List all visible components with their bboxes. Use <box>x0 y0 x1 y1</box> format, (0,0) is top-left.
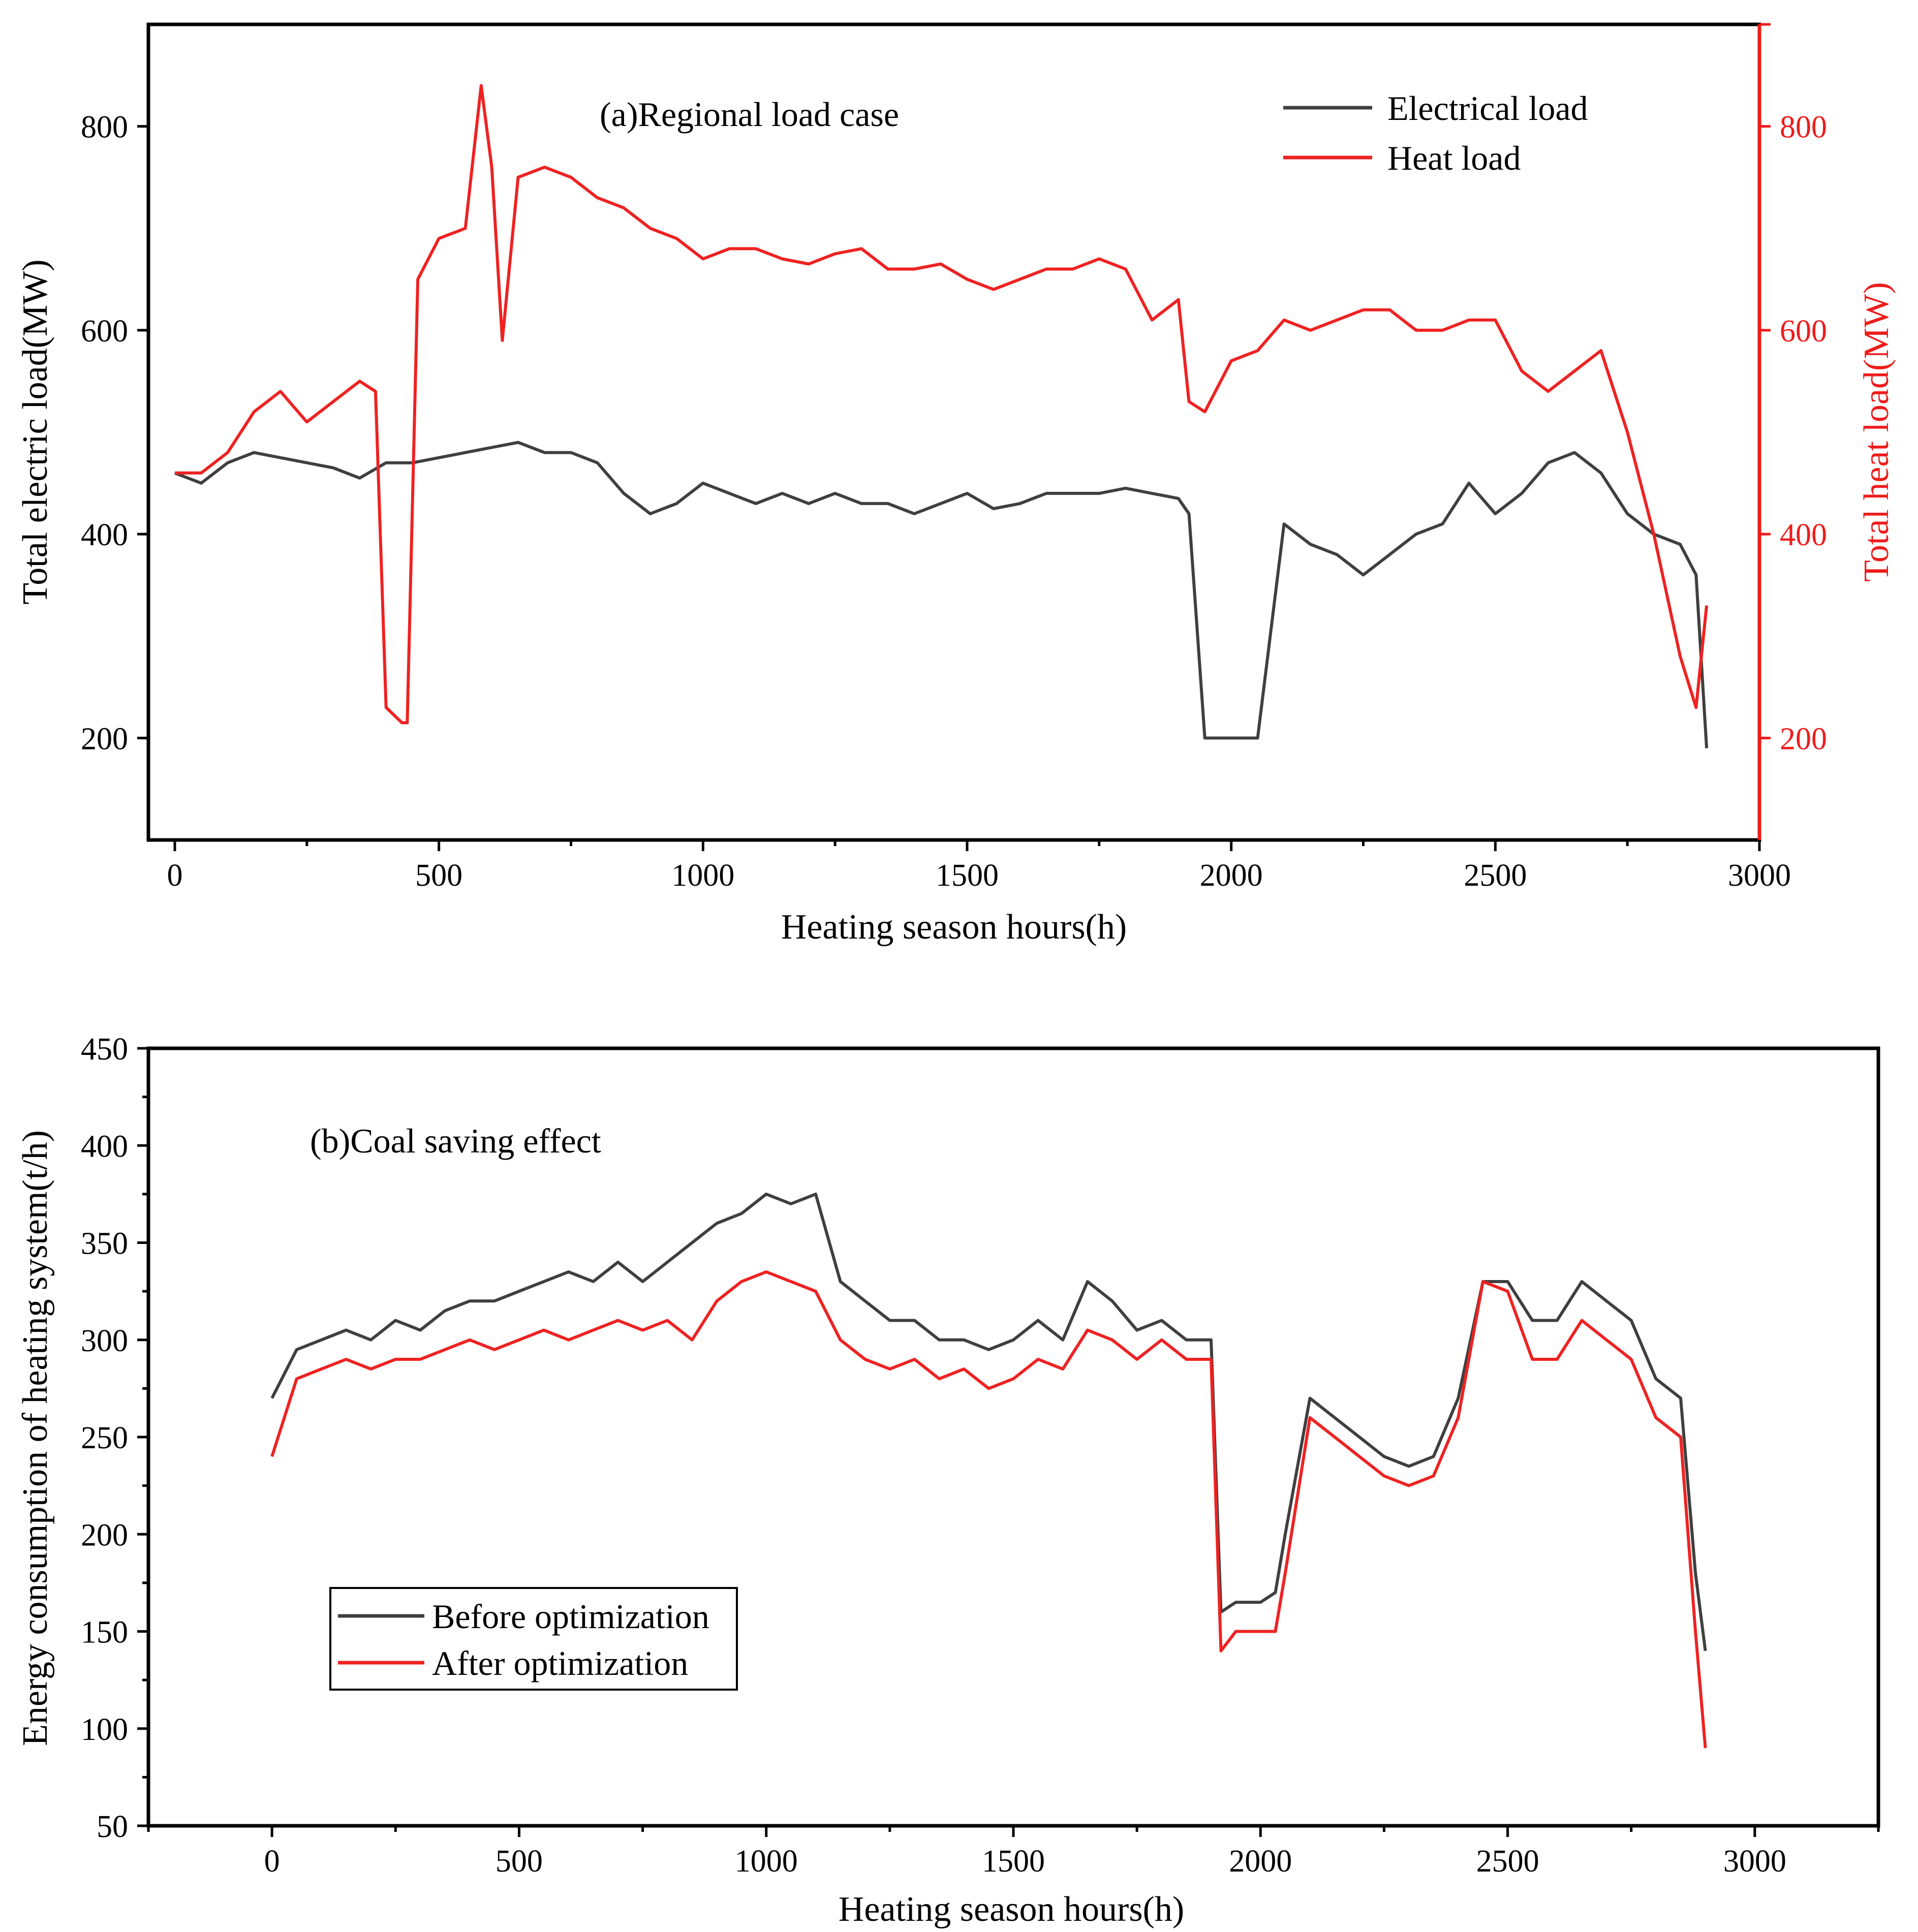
x-tick-label: 0 <box>264 1844 280 1879</box>
panel-a-legend: Electrical load Heat load <box>1283 89 1588 177</box>
panel-a-x-ticks: 0 500 1000 1500 2000 2500 3000 <box>167 840 1791 893</box>
x-tick-label: 3000 <box>1723 1844 1786 1879</box>
panel-a-title: (a)Regional load case <box>600 95 899 134</box>
y-tick-label: 50 <box>97 1810 128 1844</box>
y-tick-label: 100 <box>81 1712 128 1747</box>
panel-a-right-ticks: 200 400 600 800 <box>1759 23 1827 756</box>
panel-b-legend-box <box>329 1587 738 1691</box>
y-right-tick-label: 800 <box>1780 110 1827 145</box>
panel-b-x-ticks: 0 500 1000 1500 2000 2500 3000 <box>147 1826 1880 1879</box>
panel-a-series <box>174 84 1709 749</box>
y-tick-label: 300 <box>81 1324 128 1358</box>
legend-label-after: After optimization <box>432 1644 688 1682</box>
y-tick-label: 400 <box>81 1129 128 1164</box>
x-tick-label: 2500 <box>1464 858 1527 893</box>
y-tick-label: 450 <box>81 1032 128 1067</box>
y-tick-label: 800 <box>81 110 128 145</box>
x-tick-label: 500 <box>415 858 462 893</box>
panel-b-title: (b)Coal saving effect <box>310 1121 601 1160</box>
panel-a: 200 400 600 800 200 400 600 800 0 500 1000 1500 20… <box>16 22 1896 947</box>
x-tick-label: 2500 <box>1476 1844 1539 1879</box>
x-tick-label: 1500 <box>936 858 999 893</box>
x-tick-label: 2000 <box>1200 858 1263 893</box>
x-tick-label: 1500 <box>982 1844 1045 1879</box>
y-right-tick-label: 200 <box>1780 722 1827 756</box>
y-tick-label: 200 <box>81 1518 128 1552</box>
y-right-tick-label: 400 <box>1780 518 1827 552</box>
y-tick-label: 200 <box>81 722 128 756</box>
panel-b-left-ticks: 50 100 150 200 250 300 350 400 450 <box>81 1032 148 1844</box>
series-line-after-optimization <box>270 1270 1707 1749</box>
legend-label-electrical: Electrical load <box>1387 89 1588 128</box>
y-right-tick-label: 600 <box>1780 314 1827 349</box>
panel-b-series <box>270 1192 1707 1749</box>
x-tick-label: 1000 <box>735 1844 798 1879</box>
y-tick-label: 150 <box>81 1615 128 1650</box>
y-tick-label: 350 <box>81 1227 128 1261</box>
panel-b-legend: Before optimization After optimization <box>329 1587 738 1691</box>
panel-b-ylabel: Energy consumption of heating system(t/h… <box>16 1130 55 1746</box>
series-line-before-optimization <box>270 1192 1707 1651</box>
x-tick-label: 0 <box>167 858 182 893</box>
series-line-electrical-load <box>174 441 1709 749</box>
panel-a-left-ticks: 200 400 600 800 <box>81 110 148 756</box>
panel-b-frame <box>146 1046 1880 1828</box>
panel-a-xlabel: Heating season hours(h) <box>781 908 1127 947</box>
legend-label-before: Before optimization <box>432 1597 709 1636</box>
x-tick-label: 3000 <box>1728 858 1791 893</box>
legend-label-heat: Heat load <box>1387 139 1521 177</box>
x-tick-label: 500 <box>496 1844 543 1879</box>
panel-b: 50 100 150 200 250 300 350 400 450 0 500 1000 1500 2… <box>16 1032 1880 1929</box>
panel-a-ylabel: Total electric load(MW) <box>16 259 55 604</box>
x-tick-label: 1000 <box>671 858 734 893</box>
y-tick-label: 600 <box>81 314 128 349</box>
panel-a-ylabel-right: Total heat load(MW) <box>1857 282 1896 582</box>
y-tick-label: 250 <box>81 1421 128 1455</box>
panel-b-xlabel: Heating season hours(h) <box>839 1890 1184 1929</box>
series-line-heat-load <box>175 84 1709 725</box>
x-tick-label: 2000 <box>1229 1844 1292 1879</box>
y-tick-label: 400 <box>81 518 128 552</box>
